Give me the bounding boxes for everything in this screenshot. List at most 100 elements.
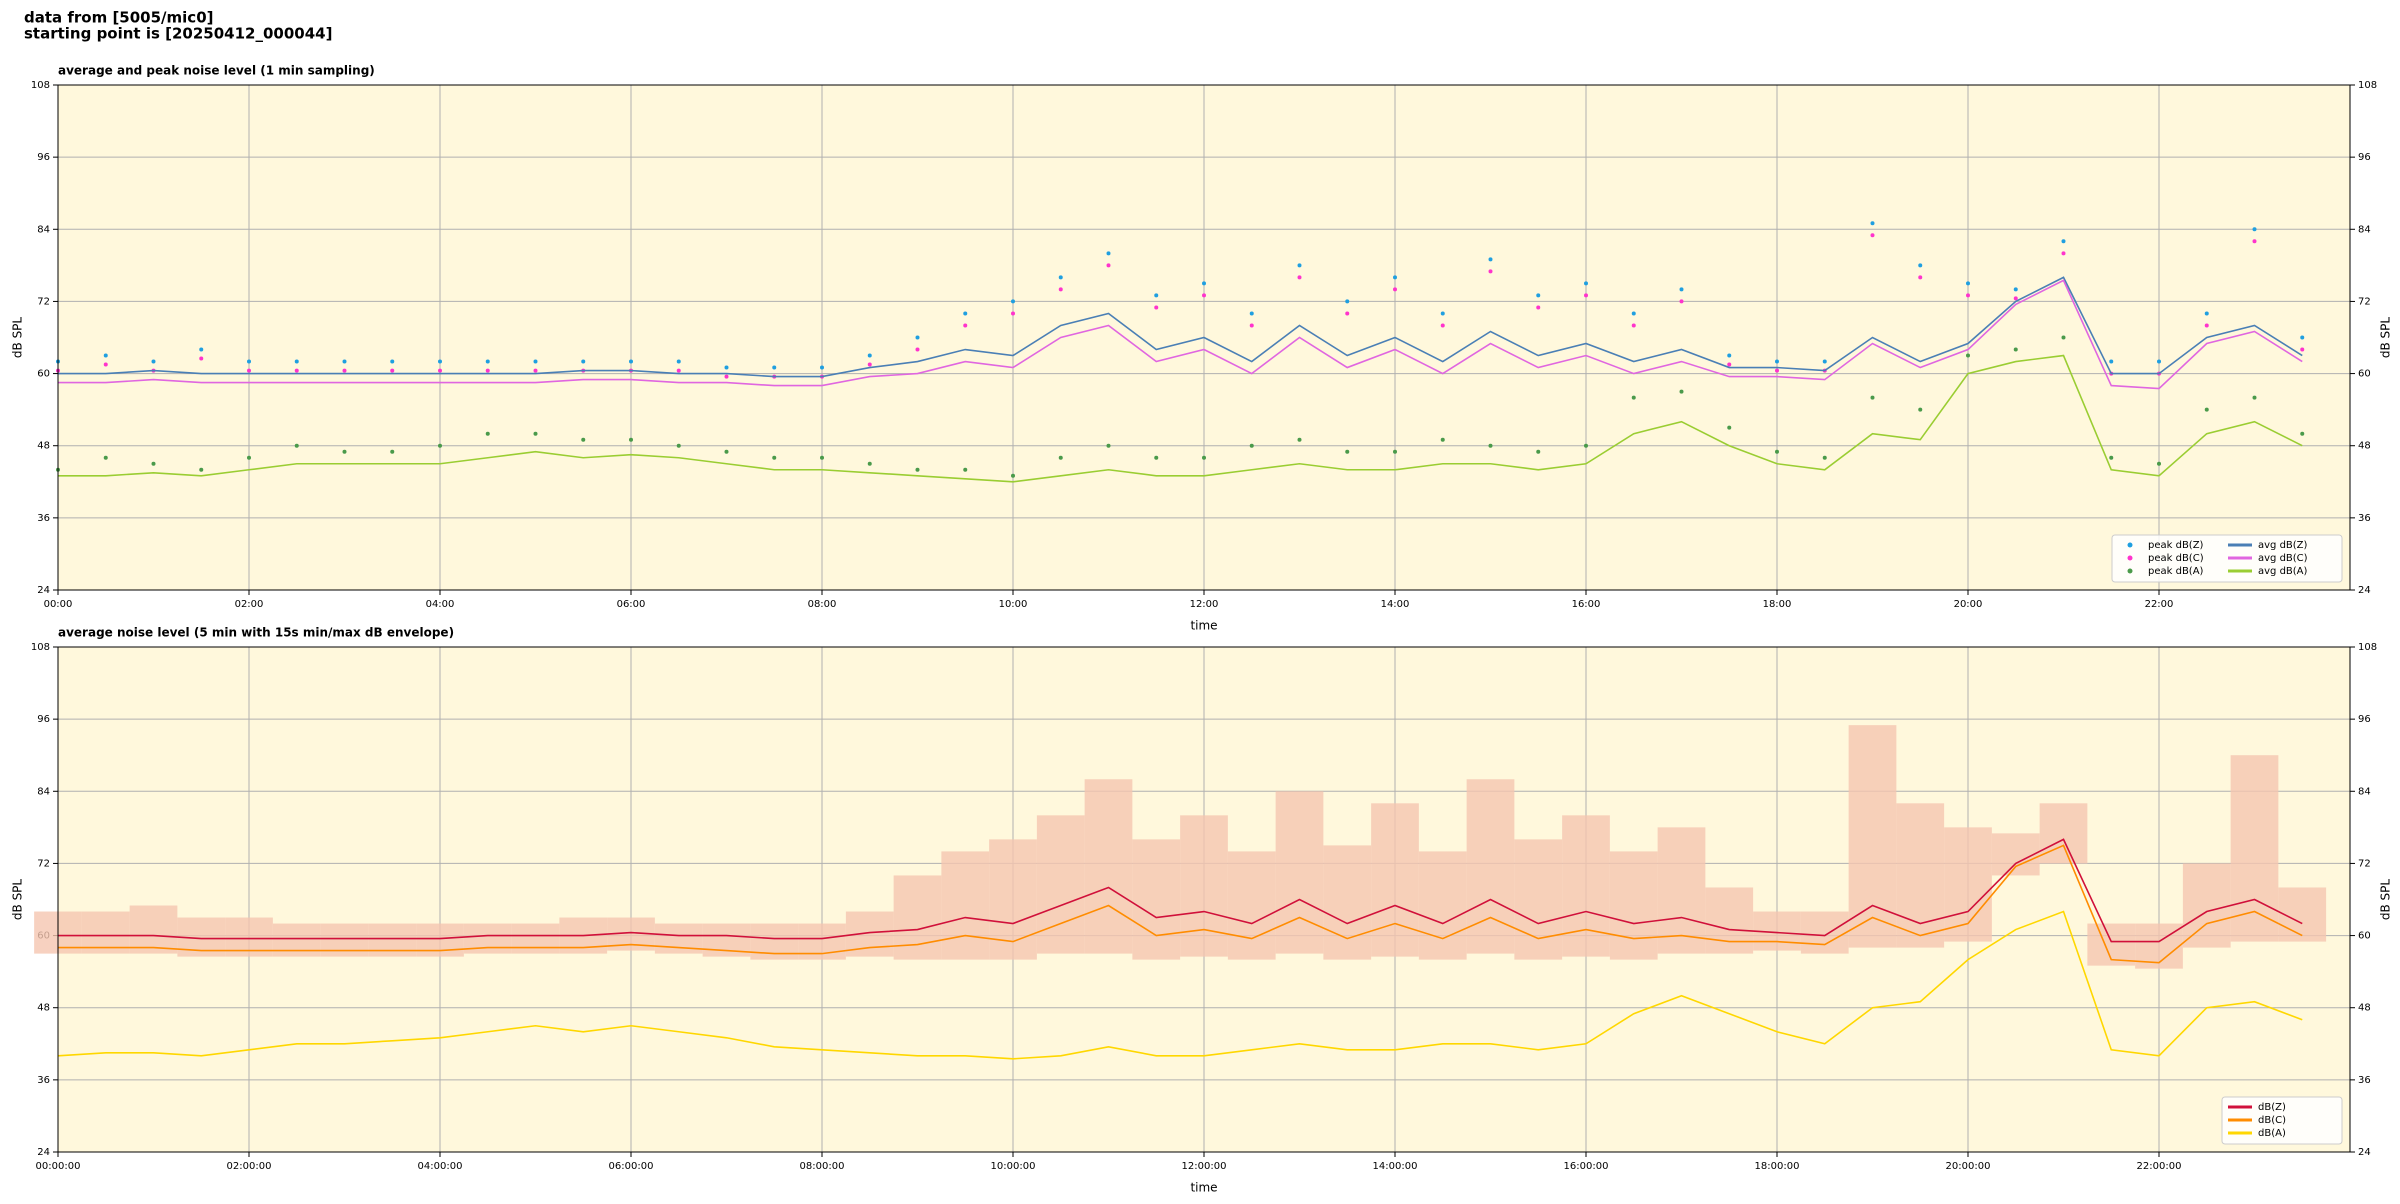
legend-swatch <box>2127 555 2133 561</box>
peak-dot <box>2252 395 2257 400</box>
y-tick-label: 60 <box>2358 931 2371 942</box>
peak-dot <box>915 347 920 352</box>
peak-dot <box>1584 443 1588 448</box>
peak-dot <box>1106 443 1111 448</box>
peak-dot <box>1393 275 1397 280</box>
peak-dot <box>772 455 777 460</box>
peak-dot <box>294 368 299 373</box>
y-tick-label: 72 <box>37 296 50 307</box>
peak-dot <box>724 365 729 370</box>
peak-dot <box>1584 281 1588 286</box>
peak-dot <box>1966 293 1970 298</box>
x-tick-label: 00:00 <box>44 599 73 610</box>
peak-dot <box>1488 269 1493 274</box>
peak-dot <box>581 437 586 442</box>
peak-dot <box>1918 275 1923 280</box>
peak-dot <box>103 353 108 358</box>
legend-label: dB(A) <box>2258 1128 2286 1139</box>
peak-dot <box>390 368 395 373</box>
series-line <box>58 354 2303 483</box>
y-tick-label: 84 <box>37 786 50 797</box>
peak-dot <box>2013 296 2018 301</box>
envelope-band <box>1705 887 1754 954</box>
x-tick-label: 20:00 <box>1954 599 1983 610</box>
x-tick-label: 12:00:00 <box>1182 1161 1227 1172</box>
peak-dot <box>867 461 872 466</box>
peak-dot <box>1393 287 1397 292</box>
peak-dot <box>1679 299 1684 304</box>
y-tick-label: 24 <box>37 585 50 596</box>
peak-dot <box>1106 251 1111 256</box>
y-tick-label: 48 <box>2358 1003 2371 1014</box>
envelope-band <box>511 923 560 954</box>
peak-dot <box>1154 455 1159 460</box>
envelope-band <box>893 875 942 960</box>
peak-dot <box>1345 311 1350 316</box>
peak-dot <box>2204 323 2209 328</box>
x-tick-label: 02:00 <box>235 599 264 610</box>
peak-dot <box>2061 251 2066 256</box>
peak-dot <box>533 359 538 364</box>
peak-dot <box>2109 359 2114 364</box>
peak-dot <box>1870 221 1875 226</box>
envelope-band <box>1609 851 1658 960</box>
series-line <box>58 279 2303 390</box>
plot-frame <box>57 646 2351 1153</box>
peak-dot <box>1011 473 1015 478</box>
x-tick-label: 22:00 <box>2145 599 2174 610</box>
envelope-band <box>1848 725 1897 948</box>
peak-dot <box>294 359 299 364</box>
peak-dot <box>247 368 251 373</box>
y-tick-label: 60 <box>37 369 50 380</box>
envelope-band <box>1562 815 1610 957</box>
peak-dot <box>1822 359 1827 364</box>
series-line <box>58 276 2303 378</box>
y-tick-label: 36 <box>37 1075 50 1086</box>
peak-dot <box>1631 311 1636 316</box>
y-tick-label: 72 <box>2358 858 2371 869</box>
envelope-band <box>81 911 130 954</box>
header-line: data from [5005/mic0] <box>24 9 214 27</box>
peak-dot <box>1679 389 1684 394</box>
y-tick-label: 84 <box>37 224 50 235</box>
chart-title: average noise level (5 min with 15s min/… <box>58 626 454 640</box>
peak-dot <box>1249 311 1254 316</box>
legend-label: peak dB(Z) <box>2148 540 2204 551</box>
legend-swatch <box>2127 542 2133 548</box>
envelope-band <box>2278 887 2327 942</box>
envelope-band <box>129 905 178 954</box>
envelope-band <box>1944 827 1992 942</box>
y-tick-label: 108 <box>31 642 50 653</box>
peak-dot <box>533 431 538 436</box>
envelope-band <box>1418 851 1467 960</box>
y-tick-label: 24 <box>2358 585 2371 596</box>
y-tick-label: 108 <box>2358 642 2377 653</box>
peak-dot <box>151 359 156 364</box>
legend-label: avg dB(A) <box>2258 566 2308 577</box>
y-tick-label: 72 <box>2358 296 2371 307</box>
peak-dot <box>438 368 442 373</box>
peak-dot <box>1727 425 1732 430</box>
legend-label: avg dB(C) <box>2258 553 2308 564</box>
series-line <box>57 910 2303 1060</box>
peak-dot <box>1297 263 1302 268</box>
x-tick-label: 20:00:00 <box>1946 1161 1991 1172</box>
peak-dot <box>1202 293 1206 298</box>
peak-dot <box>247 455 251 460</box>
peak-dot <box>2204 407 2209 412</box>
header-line: starting point is [20250412_000044] <box>24 25 332 43</box>
peak-dot <box>1440 437 1445 442</box>
peak-dot <box>1297 437 1302 442</box>
y-tick-label: 96 <box>37 714 50 725</box>
envelope-band <box>1371 803 1419 957</box>
peak-dot <box>390 449 395 454</box>
chart-title: average and peak noise level (1 min samp… <box>58 64 375 78</box>
y-tick-label: 48 <box>37 1003 50 1014</box>
x-tick-label: 00:00:00 <box>36 1161 81 1172</box>
peak-dot <box>2157 359 2161 364</box>
y-axis-label: dB SPL <box>11 317 25 359</box>
peak-dot <box>1440 311 1445 316</box>
x-tick-label: 18:00:00 <box>1755 1161 1800 1172</box>
peak-dot <box>820 455 824 460</box>
peak-dot <box>2109 455 2114 460</box>
